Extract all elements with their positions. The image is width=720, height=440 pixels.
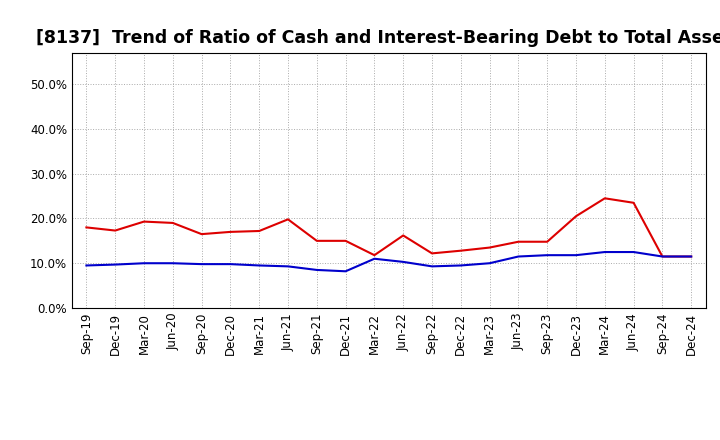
Interest-Bearing Debt	[658, 254, 667, 259]
Interest-Bearing Debt	[514, 254, 523, 259]
Interest-Bearing Debt	[687, 254, 696, 259]
Interest-Bearing Debt	[284, 264, 292, 269]
Interest-Bearing Debt	[600, 249, 609, 255]
Line: Cash: Cash	[86, 198, 691, 257]
Cash	[82, 225, 91, 230]
Line: Interest-Bearing Debt: Interest-Bearing Debt	[86, 252, 691, 271]
Cash	[428, 251, 436, 256]
Cash	[514, 239, 523, 244]
Interest-Bearing Debt	[111, 262, 120, 267]
Cash	[572, 213, 580, 219]
Interest-Bearing Debt	[255, 263, 264, 268]
Cash	[140, 219, 148, 224]
Cash	[226, 229, 235, 235]
Interest-Bearing Debt	[226, 261, 235, 267]
Interest-Bearing Debt	[485, 260, 494, 266]
Interest-Bearing Debt	[399, 259, 408, 264]
Cash	[341, 238, 350, 243]
Cash	[255, 228, 264, 234]
Cash	[168, 220, 177, 226]
Cash	[658, 254, 667, 259]
Interest-Bearing Debt	[197, 261, 206, 267]
Cash	[687, 254, 696, 259]
Interest-Bearing Debt	[341, 269, 350, 274]
Interest-Bearing Debt	[572, 253, 580, 258]
Interest-Bearing Debt	[428, 264, 436, 269]
Cash	[197, 231, 206, 237]
Interest-Bearing Debt	[629, 249, 638, 255]
Cash	[370, 253, 379, 258]
Interest-Bearing Debt	[543, 253, 552, 258]
Interest-Bearing Debt	[140, 260, 148, 266]
Cash	[312, 238, 321, 243]
Cash	[485, 245, 494, 250]
Text: [8137]  Trend of Ratio of Cash and Interest-Bearing Debt to Total Assets: [8137] Trend of Ratio of Cash and Intere…	[35, 29, 720, 47]
Interest-Bearing Debt	[168, 260, 177, 266]
Cash	[543, 239, 552, 244]
Interest-Bearing Debt	[82, 263, 91, 268]
Interest-Bearing Debt	[370, 256, 379, 261]
Cash	[456, 248, 465, 253]
Interest-Bearing Debt	[312, 268, 321, 273]
Cash	[600, 196, 609, 201]
Interest-Bearing Debt	[456, 263, 465, 268]
Cash	[399, 233, 408, 238]
Cash	[629, 200, 638, 205]
Cash	[111, 228, 120, 233]
Cash	[284, 217, 292, 222]
